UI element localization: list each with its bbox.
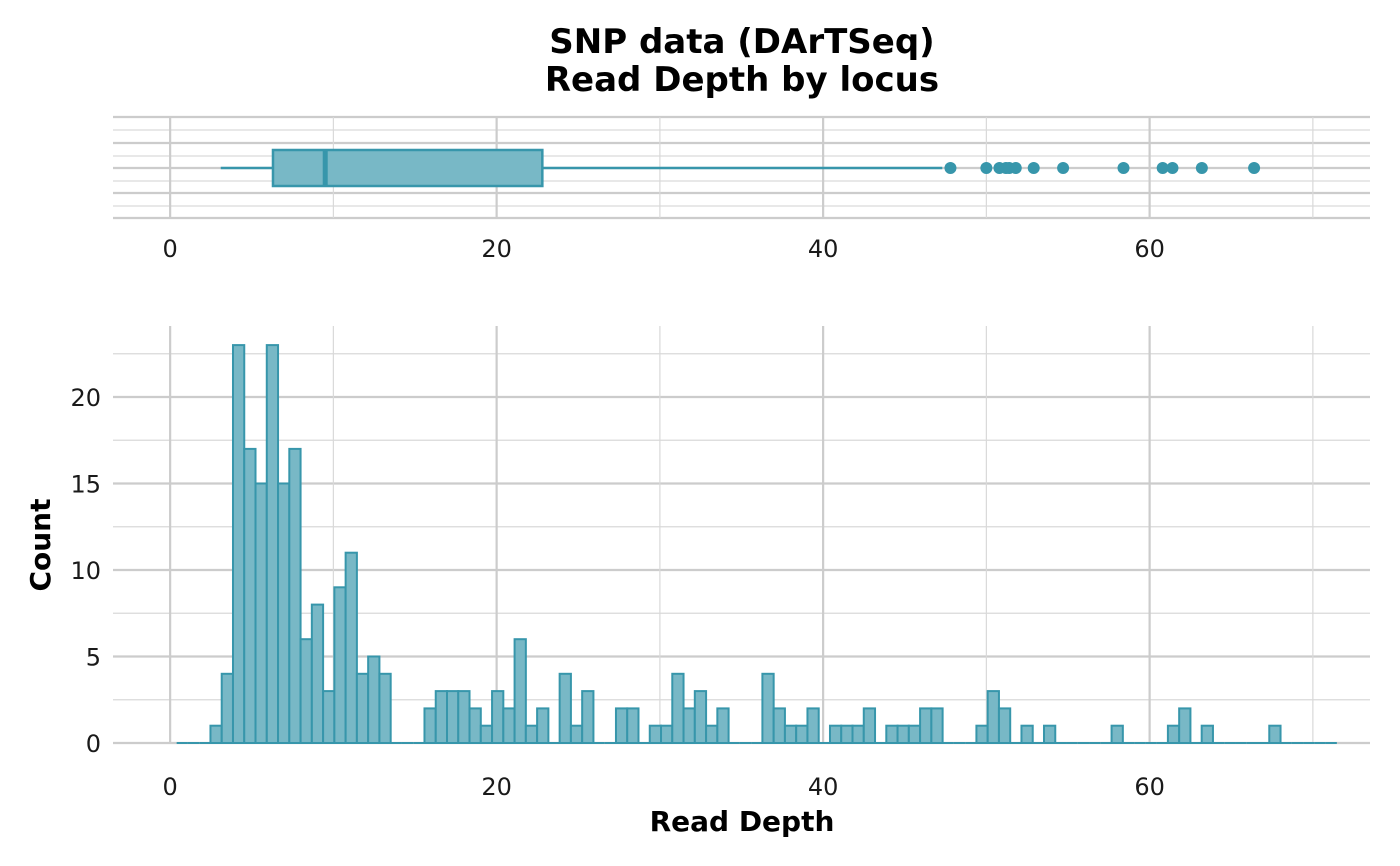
histogram-bar xyxy=(502,707,516,745)
histogram-x-tick-label: 0 xyxy=(162,773,177,801)
histogram-bar xyxy=(862,707,877,745)
histogram-bar xyxy=(1020,724,1034,745)
histogram-bar xyxy=(231,344,246,744)
histogram-x-tick-label: 60 xyxy=(1134,773,1165,801)
histogram-bar xyxy=(783,724,798,745)
histogram-bar xyxy=(254,482,268,744)
y-axis-label: Count xyxy=(24,498,57,591)
histogram-bar xyxy=(840,724,854,745)
histogram-bar xyxy=(457,690,471,744)
histogram-bar xyxy=(1042,724,1057,745)
boxplot-outlier xyxy=(1027,162,1040,174)
histogram-y-tick-label: 0 xyxy=(86,730,101,758)
histogram-bar xyxy=(243,447,257,744)
histogram-bar xyxy=(772,707,786,745)
histogram-bar xyxy=(468,707,482,745)
histogram-bar xyxy=(220,672,234,744)
histogram-bars xyxy=(176,344,1337,745)
histogram-bar xyxy=(423,707,437,745)
histogram-bar xyxy=(806,707,820,745)
boxplot-x-tick-label: 20 xyxy=(481,235,512,263)
histogram-x-tick-label: 40 xyxy=(808,773,839,801)
histogram-bar xyxy=(975,724,989,745)
boxplot-x-ticks: 0 20 40 60 xyxy=(162,235,1164,263)
boxplot-panel: 0 20 40 60 xyxy=(113,115,1370,263)
histogram-y-tick-label: 10 xyxy=(70,557,101,585)
histogram-bar xyxy=(479,724,494,745)
histogram-bar xyxy=(1178,707,1192,745)
histogram-bar xyxy=(344,551,358,745)
histogram-bar xyxy=(446,690,460,744)
chart-title: SNP data (DArTSeq) xyxy=(549,22,934,62)
boxplot-outlier xyxy=(1166,162,1179,174)
histogram-bar xyxy=(626,707,640,745)
boxplot-outlier xyxy=(1156,162,1169,174)
histogram-bar xyxy=(919,707,933,745)
histogram-bar xyxy=(569,724,584,745)
boxplot-marks xyxy=(220,148,1261,188)
histogram-bar xyxy=(896,724,910,745)
histogram-bar xyxy=(209,724,223,745)
histogram-bar xyxy=(693,690,708,744)
histogram-bar xyxy=(536,707,550,745)
histogram-bar xyxy=(671,672,685,744)
histogram-bar xyxy=(367,655,381,744)
boxplot-x-tick-label: 60 xyxy=(1134,235,1165,263)
histogram-bar xyxy=(1268,724,1282,745)
histogram-bar xyxy=(333,586,347,744)
boxplot-outlier xyxy=(1195,162,1208,174)
histogram-bar xyxy=(795,724,809,745)
histogram-bar xyxy=(1166,724,1181,745)
boxplot-x-tick-label: 40 xyxy=(808,235,839,263)
histogram-bar xyxy=(491,690,505,744)
histogram-y-tick-label: 15 xyxy=(70,471,101,499)
histogram-bar xyxy=(288,447,302,744)
boxplot-outlier xyxy=(980,162,993,174)
histogram-y-tick-label: 20 xyxy=(70,384,101,412)
histogram-bar xyxy=(885,724,899,745)
histogram-bar xyxy=(434,690,449,744)
histogram-bar xyxy=(761,672,775,744)
boxplot-outlier xyxy=(944,162,957,174)
chart-subtitle: Read Depth by locus xyxy=(545,60,939,100)
boxplot-x-tick-label: 0 xyxy=(162,235,177,263)
histogram-bar xyxy=(648,724,663,745)
histogram-bar xyxy=(524,724,539,745)
histogram-x-ticks: 0 20 40 60 xyxy=(162,773,1164,801)
histogram-bar xyxy=(581,690,595,744)
histogram-bar xyxy=(1200,724,1214,745)
histogram-bar xyxy=(265,344,280,744)
histogram-bar xyxy=(558,672,572,744)
histogram-x-tick-label: 20 xyxy=(481,773,512,801)
histogram-bar xyxy=(682,707,696,745)
histogram-bar xyxy=(851,724,865,745)
boxplot-outlier xyxy=(1009,162,1022,174)
histogram-bar xyxy=(986,690,1000,744)
boxplot-outlier xyxy=(1248,162,1261,174)
histogram-bar xyxy=(378,672,392,744)
x-axis-label: Read Depth xyxy=(650,805,835,838)
histogram-bar xyxy=(310,603,325,744)
histogram-y-ticks: 0 5 10 15 20 xyxy=(70,384,101,758)
histogram-bar xyxy=(705,724,719,745)
histogram-bar xyxy=(299,638,313,745)
histogram-bar xyxy=(930,707,944,745)
histogram-bar xyxy=(614,707,629,745)
histogram-bar xyxy=(513,638,527,745)
histogram-bar xyxy=(355,672,370,744)
histogram-bar xyxy=(997,707,1012,745)
histogram-y-tick-label: 5 xyxy=(86,644,101,672)
histogram-bar xyxy=(907,724,922,745)
histogram-bar xyxy=(1110,724,1124,745)
histogram-bar xyxy=(828,724,843,745)
histogram-bar xyxy=(322,690,336,744)
histogram-bar xyxy=(277,482,291,744)
boxplot-outlier xyxy=(1117,162,1130,174)
boxplot-outlier xyxy=(1057,162,1070,174)
boxplot-box xyxy=(271,148,544,188)
histogram-bar xyxy=(716,707,730,745)
histogram-bar xyxy=(660,724,674,745)
histogram-panel: 0 20 40 60 0 5 10 15 20 xyxy=(70,326,1370,801)
